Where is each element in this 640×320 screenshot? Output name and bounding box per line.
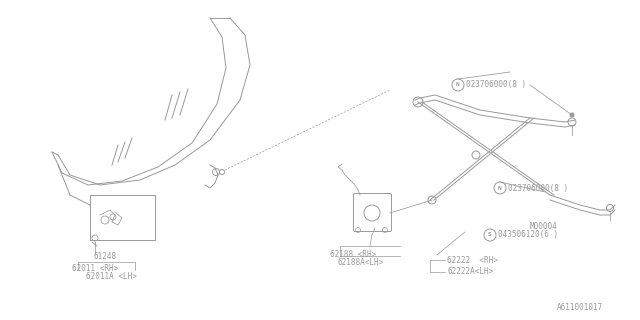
Text: 62011 <RH>: 62011 <RH> bbox=[72, 264, 118, 273]
Text: N: N bbox=[498, 186, 502, 190]
Text: 043506120(6 ): 043506120(6 ) bbox=[498, 230, 558, 239]
Text: 023706000(8 ): 023706000(8 ) bbox=[508, 183, 568, 193]
Text: 62222  <RH>: 62222 <RH> bbox=[447, 256, 498, 265]
Circle shape bbox=[570, 113, 575, 117]
Text: N: N bbox=[456, 83, 460, 87]
Text: 62222A<LH>: 62222A<LH> bbox=[447, 267, 493, 276]
Text: M00004: M00004 bbox=[530, 222, 557, 231]
Text: S: S bbox=[488, 233, 492, 237]
Text: 62011A <LH>: 62011A <LH> bbox=[86, 272, 137, 281]
Text: 62188 <RH>: 62188 <RH> bbox=[330, 250, 376, 259]
Text: 61248: 61248 bbox=[93, 252, 116, 261]
Text: 023706000(8 ): 023706000(8 ) bbox=[466, 81, 526, 90]
Text: 62188A<LH>: 62188A<LH> bbox=[338, 258, 384, 267]
Text: A611001017: A611001017 bbox=[557, 303, 603, 312]
